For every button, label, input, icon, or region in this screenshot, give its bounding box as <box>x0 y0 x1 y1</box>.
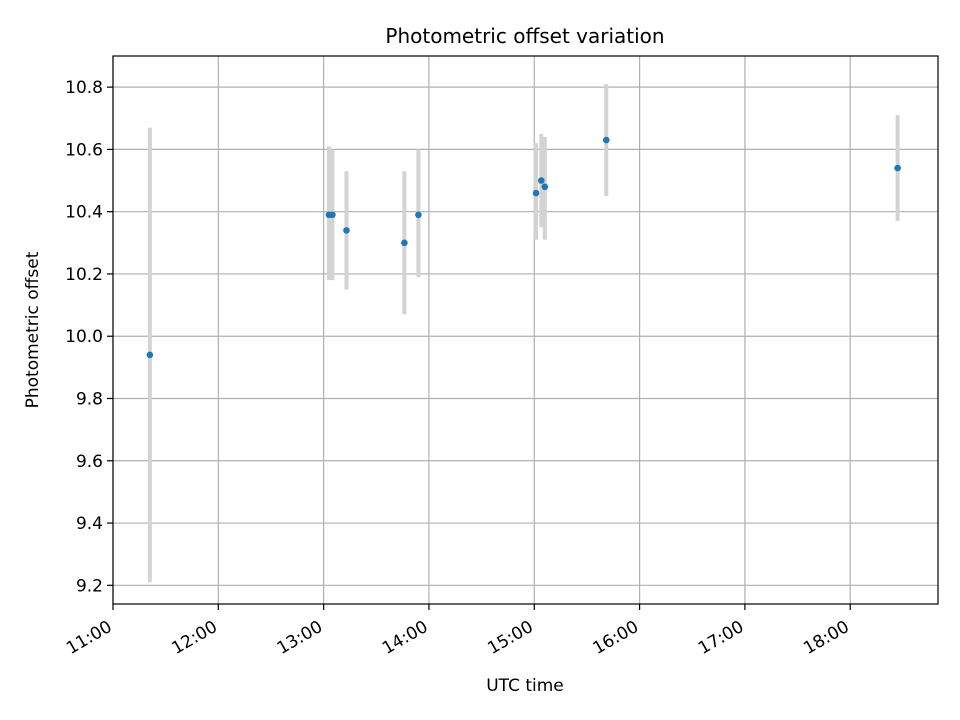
y-tick-label: 9.6 <box>76 452 103 472</box>
data-point <box>146 351 154 359</box>
data-point <box>415 211 422 219</box>
data-point <box>401 239 408 247</box>
y-tick-label: 10.6 <box>65 140 103 160</box>
data-point <box>532 189 540 197</box>
y-tick-label: 9.2 <box>76 576 103 596</box>
data-point <box>602 136 610 144</box>
y-axis-label: Photometric offset <box>23 251 43 408</box>
y-tick-label: 10.4 <box>65 203 103 223</box>
y-tick-label: 9.8 <box>76 390 103 410</box>
data-point <box>343 227 350 234</box>
y-tick-label: 10.2 <box>65 265 103 285</box>
data-point <box>537 177 545 184</box>
grid <box>112 56 938 604</box>
data-point <box>541 183 549 191</box>
data-points <box>146 136 901 359</box>
chart-title: Photometric offset variation <box>385 24 664 48</box>
x-axis-label: UTC time <box>486 676 564 696</box>
y-tick-label: 10.8 <box>65 78 103 98</box>
plot-frame <box>112 55 939 605</box>
data-point <box>329 211 336 219</box>
y-tick-label: 10.0 <box>65 327 103 347</box>
y-tick-label: 9.4 <box>76 514 103 534</box>
data-point <box>894 164 901 172</box>
